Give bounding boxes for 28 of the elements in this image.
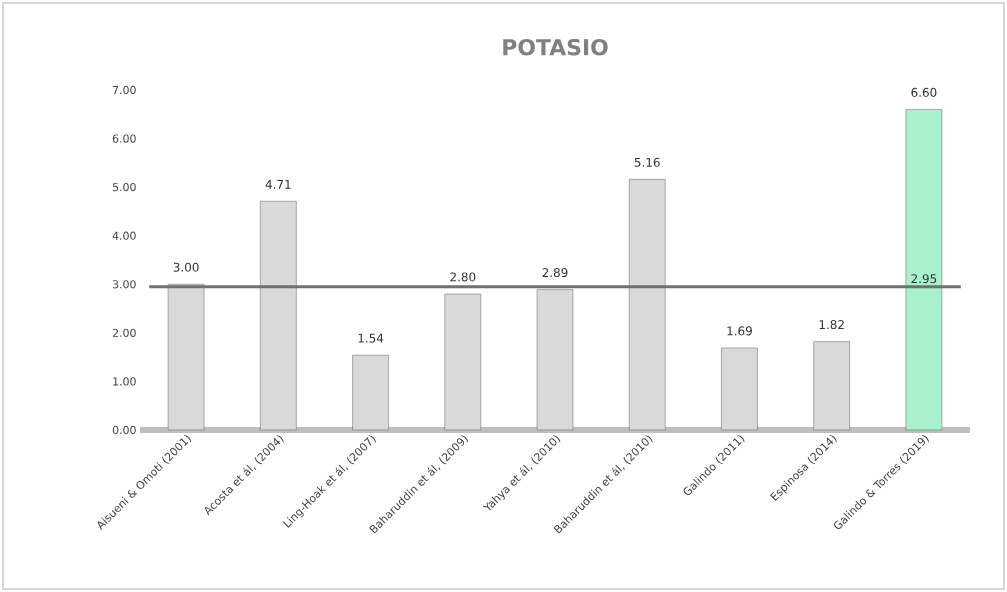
y-tick-label: 4.00	[112, 231, 136, 240]
y-tick-label: 6.00	[112, 134, 136, 143]
bar	[813, 341, 850, 431]
chart-title: POTASIO	[503, 38, 608, 56]
bar	[905, 109, 943, 431]
data-label: 6.60	[911, 87, 937, 97]
ref-line-label: 2.95	[911, 274, 937, 284]
y-tick-label: 1.00	[113, 377, 136, 386]
data-label: 1.54	[358, 333, 384, 343]
bar	[721, 347, 758, 431]
bar	[260, 201, 297, 431]
data-label: 2.80	[450, 272, 476, 282]
data-label: 5.16	[634, 157, 660, 167]
y-tick-label: 2.00	[112, 328, 136, 337]
y-tick-label: 5.00	[112, 182, 136, 192]
data-label: 4.71	[265, 179, 291, 189]
bar	[167, 284, 205, 431]
y-tick-label: 3.00	[112, 280, 136, 289]
data-label: 1.82	[819, 320, 844, 330]
data-label: 3.00	[173, 262, 199, 272]
y-tick-label: 0.00	[112, 425, 136, 435]
bar	[352, 354, 389, 431]
bar	[629, 179, 666, 431]
y-tick-label: 7.00	[112, 85, 136, 95]
data-label: 2.89	[542, 268, 568, 278]
bar	[536, 289, 574, 431]
bar	[444, 293, 481, 431]
data-label: 1.69	[727, 326, 752, 336]
